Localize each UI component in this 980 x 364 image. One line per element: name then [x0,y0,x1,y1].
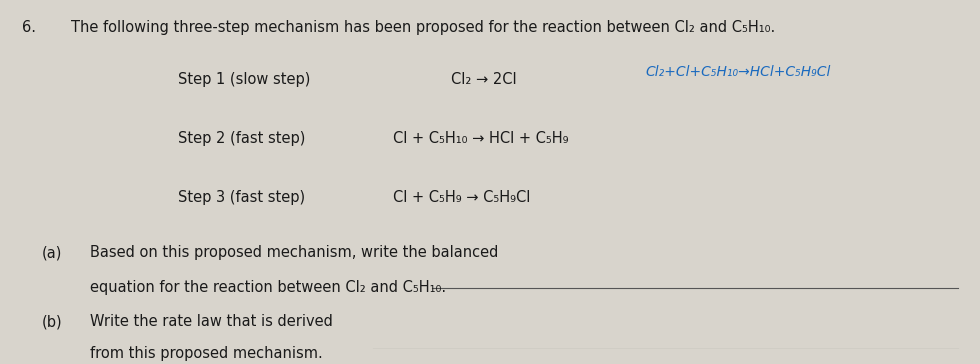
Text: 6.: 6. [23,20,36,35]
Text: Based on this proposed mechanism, write the balanced: Based on this proposed mechanism, write … [90,245,499,260]
Text: (a): (a) [42,245,62,260]
Text: equation for the reaction between Cl₂ and C₅H₁₀.: equation for the reaction between Cl₂ an… [90,280,447,295]
Text: Step 1 (slow step): Step 1 (slow step) [178,72,311,87]
Text: Cl + C₅H₉ → C₅H₉Cl: Cl + C₅H₉ → C₅H₉Cl [393,190,530,205]
Text: The following three-step mechanism has been proposed for the reaction between Cl: The following three-step mechanism has b… [71,20,775,35]
Text: from this proposed mechanism.: from this proposed mechanism. [90,345,323,361]
Text: Cl + C₅H₁₀ → HCl + C₅H₉: Cl + C₅H₁₀ → HCl + C₅H₉ [393,131,568,146]
Text: Cl₂+Cl+C₅H₁₀→HCl+C₅H₉Cl: Cl₂+Cl+C₅H₁₀→HCl+C₅H₉Cl [646,65,831,79]
Text: Write the rate law that is derived: Write the rate law that is derived [90,314,333,329]
Text: (b): (b) [42,314,63,329]
Text: Step 3 (fast step): Step 3 (fast step) [178,190,306,205]
Text: Cl₂ → 2Cl: Cl₂ → 2Cl [451,72,516,87]
Text: Step 2 (fast step): Step 2 (fast step) [178,131,306,146]
